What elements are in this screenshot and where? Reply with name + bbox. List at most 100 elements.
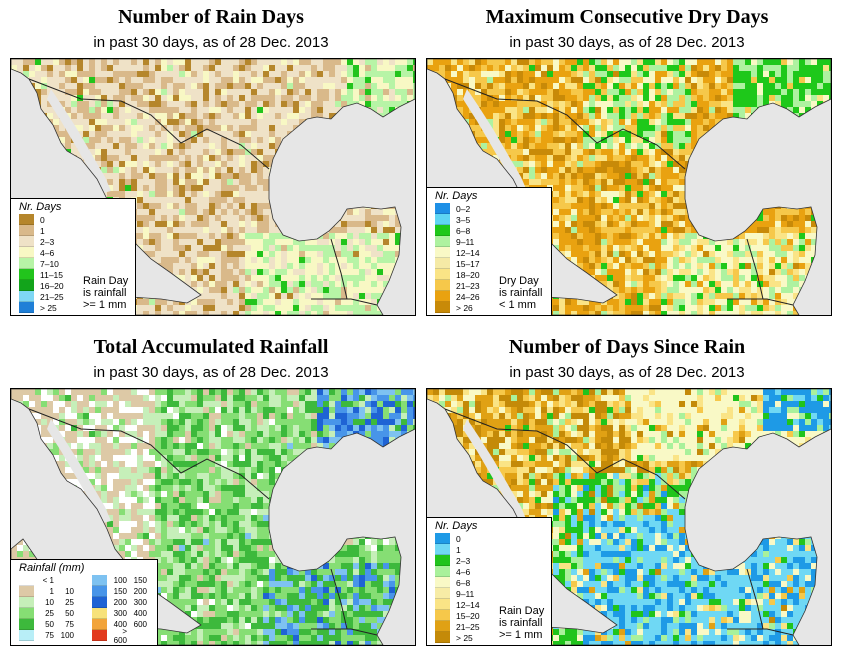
legend-label: > 25 bbox=[40, 302, 57, 313]
legend-label: 11–15 bbox=[40, 269, 64, 280]
note-line: >= 1 mm bbox=[83, 299, 127, 311]
legend-swatch bbox=[435, 533, 450, 544]
legend-entry: 1 bbox=[11, 225, 135, 236]
legend-entry: 21–23 bbox=[427, 280, 551, 291]
legend-swatch bbox=[19, 236, 34, 247]
legend-entry: 10 25 bbox=[11, 597, 78, 608]
legend-label: 16–20 bbox=[40, 280, 64, 291]
legend-label: 4–6 bbox=[40, 247, 55, 258]
legend-swatch bbox=[92, 619, 107, 630]
guatemala-belize-border bbox=[727, 568, 794, 636]
rainfall-legend-grid: < 1 1 10 10 25 25 50 50 75 75 100 100 150 150 200 200 3… bbox=[11, 575, 157, 645]
legend-range-low: 75 bbox=[45, 631, 54, 640]
legend-title: Nr. Days bbox=[435, 190, 478, 202]
note-line: Rain Day bbox=[499, 605, 545, 617]
legend-entry: 21–25 bbox=[11, 291, 135, 302]
legend-range-low: 200 bbox=[113, 598, 127, 607]
legend-swatch bbox=[19, 630, 34, 641]
legend-entry: 400 600 bbox=[84, 619, 151, 630]
us-mexico-border bbox=[28, 78, 270, 170]
legend-entry: 1 10 bbox=[11, 586, 78, 597]
legend-entry: > 25 bbox=[427, 632, 551, 643]
legend-range-high: 600 bbox=[133, 620, 147, 629]
note-line: < 1 mm bbox=[499, 299, 536, 311]
legend-label: 4–6 bbox=[456, 566, 471, 577]
legend-range-low: 1 bbox=[49, 587, 54, 596]
coastline bbox=[11, 389, 415, 645]
legend-swatch bbox=[435, 544, 450, 555]
legend-range-low: 150 bbox=[113, 587, 127, 596]
guatemala-belize-border bbox=[311, 238, 378, 306]
us-mexico-border bbox=[444, 408, 686, 500]
legend-entry: 2–3 bbox=[427, 555, 551, 566]
legend-swatch bbox=[92, 608, 107, 619]
legend-swatch bbox=[19, 269, 34, 280]
legend-swatch bbox=[19, 280, 34, 291]
rain-day-note: Rain Day is rainfall >= 1 mm bbox=[83, 275, 128, 311]
map-dry-days: Nr. Days 0–2 3–5 6–8 9–11 12–14 15–17 18–20 21–… bbox=[426, 58, 832, 316]
legend-label: 0 bbox=[456, 533, 461, 544]
legend-swatch bbox=[19, 586, 34, 597]
legend-entry: 12–14 bbox=[427, 247, 551, 258]
legend-entry: 15–17 bbox=[427, 258, 551, 269]
legend-entry: 24–26 bbox=[427, 291, 551, 302]
legend-entry: 9–11 bbox=[427, 236, 551, 247]
legend-entry: < 1 bbox=[11, 575, 78, 586]
legend-label: 2–3 bbox=[456, 555, 471, 566]
legend-label: 12–14 bbox=[456, 247, 480, 258]
legend-swatch bbox=[92, 597, 107, 608]
legend-label: 7–10 bbox=[40, 258, 59, 269]
legend-entry: 50 75 bbox=[11, 619, 78, 630]
legend-label: 15–17 bbox=[456, 258, 480, 269]
legend: Rainfall (mm) < 1 1 10 10 25 25 50 50 75 75 100 10… bbox=[11, 559, 158, 645]
legend-range-low: > 600 bbox=[113, 626, 127, 645]
legend-range-low: 10 bbox=[45, 598, 54, 607]
legend: Nr. Days 0–2 3–5 6–8 9–11 12–14 15–17 18–20 21–… bbox=[427, 187, 552, 315]
legend-label: 24–26 bbox=[456, 291, 480, 302]
legend-swatch bbox=[435, 577, 450, 588]
legend-swatch bbox=[435, 621, 450, 632]
legend-label: 9–11 bbox=[456, 236, 475, 247]
legend-swatch bbox=[19, 619, 34, 630]
legend-label: 3–5 bbox=[456, 214, 471, 225]
legend-entry: 11–15 bbox=[11, 269, 135, 280]
legend-title: Rainfall (mm) bbox=[19, 562, 85, 574]
legend: Nr. Days 0 1 2–3 4–6 7–10 11–15 16–20 21–25 > 25… bbox=[11, 198, 136, 315]
legend-swatch bbox=[435, 610, 450, 621]
legend-label: > 26 bbox=[456, 302, 473, 313]
legend-swatch bbox=[92, 630, 107, 641]
legend-swatch bbox=[19, 258, 34, 269]
legend-entry: > 25 bbox=[11, 302, 135, 313]
panel-total-rainfall: Total Accumulated Rainfall in past 30 da… bbox=[8, 330, 416, 650]
legend-swatch bbox=[19, 291, 34, 302]
map-days-since-rain: Nr. Days 0 1 2–3 4–6 6–8 9–11 12–14 15–20 21–25 >… bbox=[426, 388, 832, 646]
legend-swatch bbox=[435, 258, 450, 269]
legend-swatch bbox=[435, 225, 450, 236]
legend-range-high: 100 bbox=[60, 631, 74, 640]
legend-swatch bbox=[19, 225, 34, 236]
legend-range-high: 50 bbox=[65, 609, 74, 618]
legend-entry: 100 150 bbox=[84, 575, 151, 586]
legend-range-high: 75 bbox=[65, 620, 74, 629]
legend-entry: 0 bbox=[11, 214, 135, 225]
gulf-of-california bbox=[47, 419, 111, 523]
legend-entry: 4–6 bbox=[11, 247, 135, 258]
map-canvas bbox=[11, 59, 415, 315]
legend-range-low: 100 bbox=[113, 576, 127, 585]
legend-label: 21–23 bbox=[456, 280, 480, 291]
legend-range-low: < 1 bbox=[42, 576, 54, 585]
gulf-of-california bbox=[463, 89, 527, 193]
legend-swatch bbox=[435, 566, 450, 577]
legend-range-high: 200 bbox=[133, 587, 147, 596]
coastline bbox=[11, 59, 415, 315]
note-line: is rainfall bbox=[499, 617, 543, 629]
gulf-of-california bbox=[47, 89, 111, 193]
dry-day-note: Dry Day is rainfall < 1 mm bbox=[499, 275, 542, 311]
legend-entry: 15–20 bbox=[427, 610, 551, 621]
legend-entry: 75 100 bbox=[11, 630, 78, 641]
us-mexico-border bbox=[444, 78, 686, 170]
legend-entry: 12–14 bbox=[427, 599, 551, 610]
map-rain-days: Nr. Days 0 1 2–3 4–6 7–10 11–15 16–20 21–25 > 25… bbox=[10, 58, 416, 316]
legend-label: > 25 bbox=[456, 632, 473, 643]
legend-label: 6–8 bbox=[456, 577, 471, 588]
